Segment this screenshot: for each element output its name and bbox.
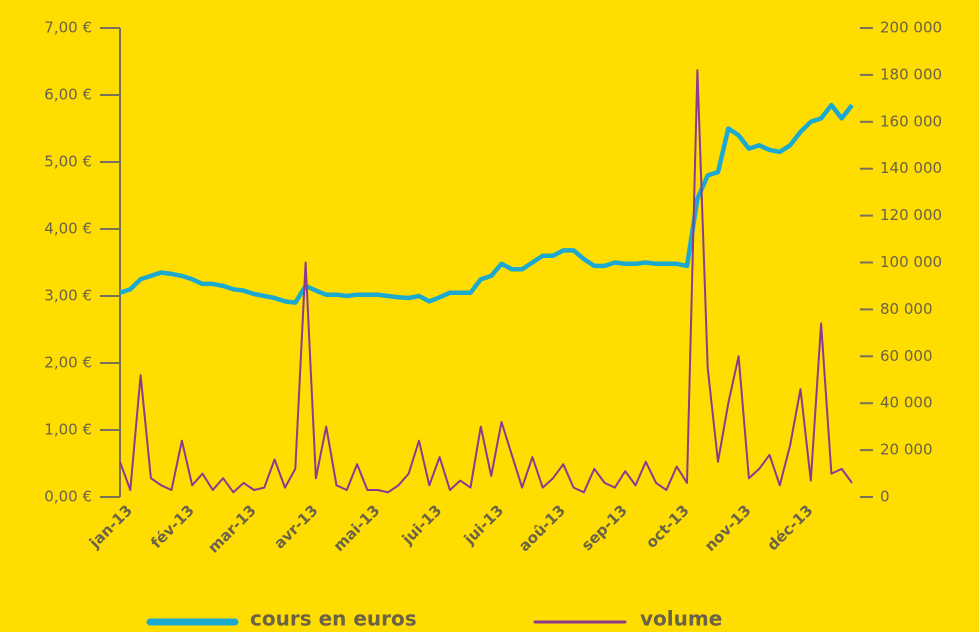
y-tick-label: 6,00 € bbox=[44, 86, 92, 104]
y-tick-label: 3,00 € bbox=[44, 287, 92, 305]
series-line bbox=[119, 102, 854, 305]
y2-tick-label: 120 000 bbox=[880, 206, 942, 224]
x-tick-label: mar-13 bbox=[204, 501, 259, 556]
x-tick-label: jui-13 bbox=[398, 501, 445, 548]
x-tick-label: fév-13 bbox=[147, 501, 198, 552]
x-tick-label: jan-13 bbox=[85, 501, 136, 552]
legend-label: cours en euros bbox=[250, 607, 417, 631]
y2-tick-label: 200 000 bbox=[880, 19, 942, 37]
y2-tick-label: 180 000 bbox=[880, 65, 942, 83]
x-tick-label: déc-13 bbox=[763, 501, 816, 554]
y2-tick-label: 0 bbox=[880, 488, 890, 506]
x-tick-label: aoû-13 bbox=[515, 501, 569, 555]
y2-tick-label: 20 000 bbox=[880, 441, 933, 459]
y2-tick-label: 160 000 bbox=[880, 112, 942, 130]
x-tick-label: avr-13 bbox=[270, 501, 321, 552]
y2-tick-label: 60 000 bbox=[880, 347, 933, 365]
x-tick-label: sep-13 bbox=[578, 501, 631, 554]
legend-label: volume bbox=[640, 607, 722, 631]
x-tick-label: jui-13 bbox=[460, 501, 507, 548]
y2-tick-label: 80 000 bbox=[880, 300, 933, 318]
y-tick-label: 7,00 € bbox=[44, 19, 92, 37]
y2-tick-label: 140 000 bbox=[880, 159, 942, 177]
y2-tick-label: 100 000 bbox=[880, 253, 942, 271]
x-tick-label: oct-13 bbox=[642, 501, 693, 552]
x-tick-label: nov-13 bbox=[701, 501, 755, 555]
y-tick-label: 4,00 € bbox=[44, 220, 92, 238]
y-tick-label: 5,00 € bbox=[44, 153, 92, 171]
x-tick-label: mai-13 bbox=[330, 501, 384, 555]
y2-tick-label: 40 000 bbox=[880, 394, 933, 412]
y-tick-label: 0,00 € bbox=[44, 488, 92, 506]
y-tick-label: 2,00 € bbox=[44, 354, 92, 372]
y-tick-label: 1,00 € bbox=[44, 421, 92, 439]
series-line bbox=[119, 69, 853, 494]
